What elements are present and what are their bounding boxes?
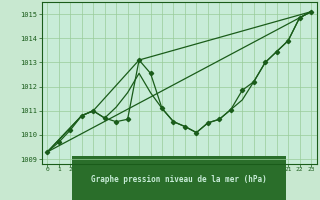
X-axis label: Graphe pression niveau de la mer (hPa): Graphe pression niveau de la mer (hPa) (91, 175, 267, 184)
